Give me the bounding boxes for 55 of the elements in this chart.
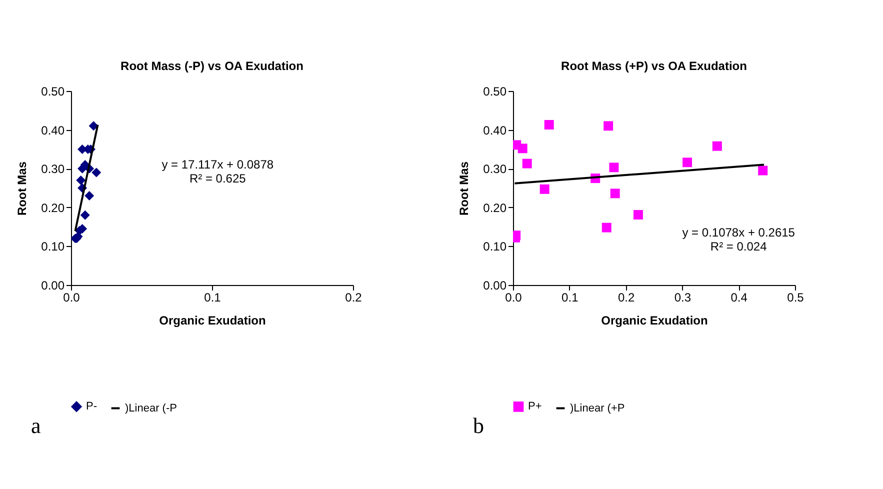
- point: [80, 210, 90, 220]
- point: [758, 166, 768, 176]
- annotation: R² = 0.625: [189, 172, 246, 186]
- x-tick-label: 0.0: [505, 290, 522, 304]
- legend-label: )Linear (+P: [570, 402, 625, 414]
- y-tick-label: 0.00: [41, 278, 65, 292]
- point: [84, 191, 94, 201]
- x-axis-title: Organic Exudation: [159, 314, 266, 328]
- y-tick-label: 0.40: [41, 123, 65, 138]
- y-tick-label: 0.00: [483, 278, 507, 292]
- point: [610, 188, 620, 198]
- y-tick-label: 0.10: [41, 240, 65, 254]
- chart-title: Root Mass (-P) vs OA Exudation: [120, 59, 304, 73]
- annotation: y = 17.117x + 0.0878: [162, 158, 274, 172]
- point: [712, 141, 722, 151]
- x-tick-label: 0.0: [63, 290, 80, 304]
- annotation: R² = 0.024: [710, 240, 768, 254]
- point: [540, 184, 550, 194]
- x-tick-label: 0.2: [345, 290, 362, 304]
- x-tick-label: 0.5: [787, 290, 804, 304]
- legend-label: P-: [86, 400, 98, 413]
- point: [609, 162, 619, 172]
- point: [518, 144, 528, 154]
- y-axis-title: Root Mas: [15, 161, 30, 216]
- x-tick-label: 0.2: [618, 290, 635, 304]
- point: [602, 222, 612, 232]
- x-tick-label: 0.1: [562, 290, 579, 304]
- point: [604, 121, 614, 131]
- x-tick-label: 0.1: [204, 290, 222, 304]
- y-tick-label: 0.30: [41, 162, 65, 176]
- y-tick-label: 0.20: [483, 200, 507, 215]
- point: [88, 121, 98, 131]
- legend-label: )Linear (-P: [125, 402, 177, 414]
- point: [633, 210, 643, 220]
- legend-label: P+: [528, 400, 542, 413]
- y-tick-label: 0.20: [41, 200, 65, 215]
- text: b: [473, 413, 484, 438]
- point: [522, 158, 532, 168]
- y-tick-label: 0.10: [483, 240, 507, 254]
- y-tick-label: 0.50: [483, 84, 507, 98]
- point: [682, 158, 692, 168]
- point: [78, 164, 88, 174]
- point: [92, 168, 102, 178]
- x-tick-label: 0.3: [674, 290, 692, 304]
- x-tick-label: 0.4: [730, 290, 748, 304]
- y-tick-label: 0.40: [483, 123, 507, 138]
- y-axis-title: Root Mas: [457, 161, 472, 216]
- y-tick-label: 0.50: [41, 84, 65, 98]
- point: [544, 120, 554, 130]
- chart-title: Root Mass (+P) vs OA Exudation: [561, 59, 747, 73]
- y-tick-label: 0.30: [483, 162, 507, 176]
- annotation: y = 0.1078x + 0.2615: [682, 226, 796, 240]
- x-axis-title: Organic Exudation: [601, 314, 708, 328]
- text: a: [31, 413, 41, 438]
- point: [76, 175, 86, 185]
